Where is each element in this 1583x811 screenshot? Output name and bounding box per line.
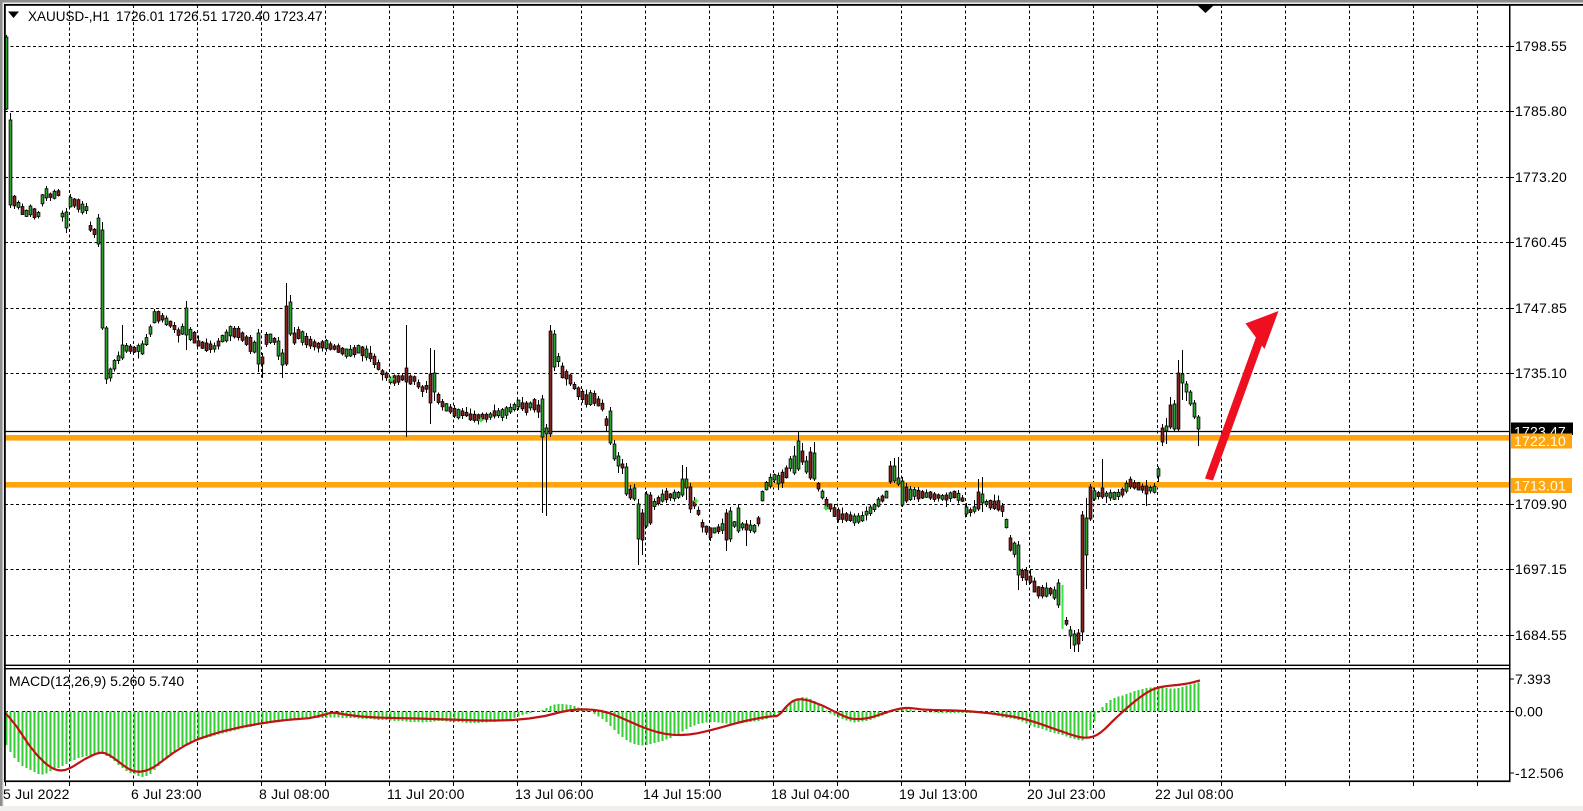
svg-text:11 Jul 20:00: 11 Jul 20:00 bbox=[387, 786, 465, 802]
svg-text:6 Jul 23:00: 6 Jul 23:00 bbox=[131, 786, 202, 802]
svg-text:1697.15: 1697.15 bbox=[1515, 561, 1567, 577]
svg-text:8 Jul 08:00: 8 Jul 08:00 bbox=[259, 786, 330, 802]
svg-text:22 Jul 08:00: 22 Jul 08:00 bbox=[1155, 786, 1234, 802]
svg-text:18 Jul 04:00: 18 Jul 04:00 bbox=[771, 786, 850, 802]
svg-text:14 Jul 15:00: 14 Jul 15:00 bbox=[643, 786, 722, 802]
svg-text:1726.01 1726.51 1720.40 1723.4: 1726.01 1726.51 1720.40 1723.47 bbox=[116, 9, 322, 24]
svg-text:20 Jul 23:00: 20 Jul 23:00 bbox=[1027, 786, 1106, 802]
svg-text:-12.506: -12.506 bbox=[1515, 765, 1564, 781]
svg-text:1773.20: 1773.20 bbox=[1515, 169, 1567, 185]
svg-text:1684.55: 1684.55 bbox=[1515, 627, 1567, 643]
svg-text:1785.80: 1785.80 bbox=[1515, 103, 1567, 119]
svg-text:1709.90: 1709.90 bbox=[1515, 496, 1567, 512]
svg-text:1798.55: 1798.55 bbox=[1515, 38, 1567, 54]
svg-text:1722.10: 1722.10 bbox=[1514, 433, 1566, 449]
svg-text:1747.85: 1747.85 bbox=[1515, 300, 1567, 316]
svg-text:7.393: 7.393 bbox=[1515, 671, 1551, 687]
svg-text:MACD(12,26,9) 5.260 5.740: MACD(12,26,9) 5.260 5.740 bbox=[9, 673, 184, 689]
svg-text:1760.45: 1760.45 bbox=[1515, 234, 1567, 250]
svg-text:13 Jul 06:00: 13 Jul 06:00 bbox=[515, 786, 594, 802]
svg-text:1735.10: 1735.10 bbox=[1515, 365, 1567, 381]
svg-text:5 Jul 2022: 5 Jul 2022 bbox=[3, 786, 70, 802]
svg-text:0.00: 0.00 bbox=[1515, 704, 1543, 720]
svg-text:1713.01: 1713.01 bbox=[1514, 478, 1566, 494]
svg-text:19 Jul 13:00: 19 Jul 13:00 bbox=[899, 786, 978, 802]
svg-text:XAUUSD-,H1: XAUUSD-,H1 bbox=[28, 9, 110, 24]
